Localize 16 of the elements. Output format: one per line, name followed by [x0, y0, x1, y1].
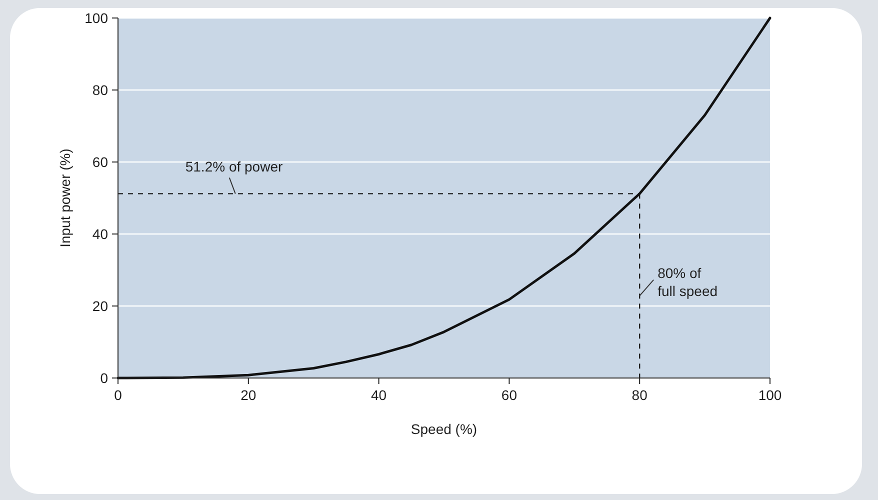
- x-tick-label: 60: [501, 387, 518, 403]
- x-tick-label: 100: [758, 387, 782, 403]
- x-axis-title: Speed (%): [410, 421, 478, 437]
- x-tick-label: 20: [240, 387, 256, 403]
- y-tick-label: 40: [92, 226, 108, 242]
- x-tick-label: 80: [632, 387, 648, 403]
- y-tick-label: 80: [92, 82, 108, 98]
- y-tick-label: 0: [100, 370, 108, 386]
- y-tick-label: 100: [84, 10, 108, 26]
- x-tick-label: 40: [371, 387, 387, 403]
- ref-line-label: 51.2% of power: [185, 158, 283, 175]
- y-tick-label: 20: [92, 298, 108, 314]
- y-axis-title: Input power (%): [57, 148, 73, 248]
- ref-line-label: 80% of full speed: [658, 264, 718, 299]
- y-tick-label: 60: [92, 154, 108, 170]
- x-tick-label: 0: [114, 387, 122, 403]
